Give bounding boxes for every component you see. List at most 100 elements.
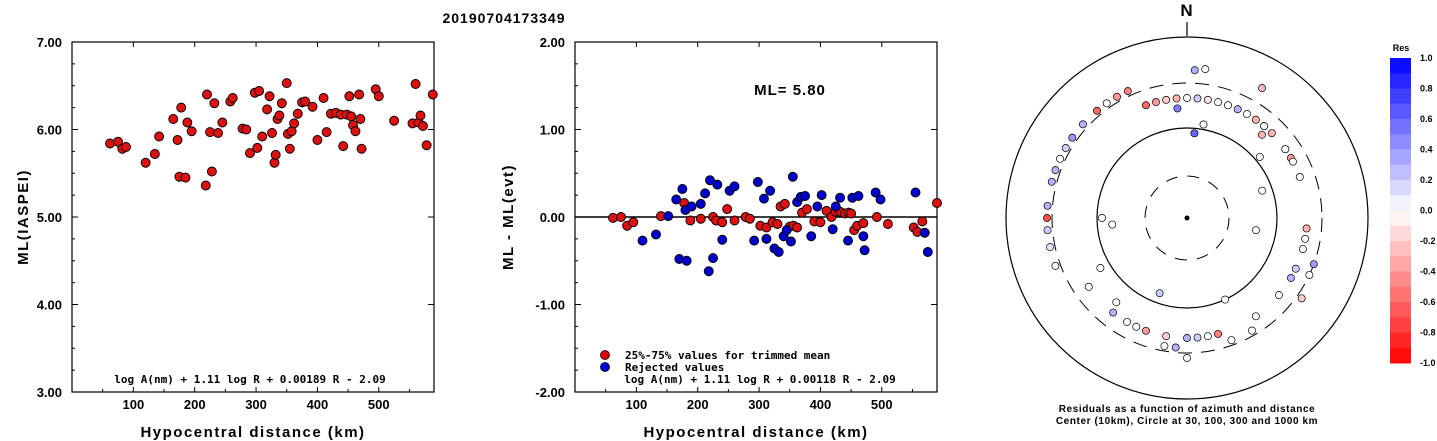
station-point	[1160, 342, 1169, 350]
rejected-data-point	[752, 177, 763, 187]
ml-iaspei-chart: 100 200 300 400 500 3.00 4.00 5.00 6.00 7.00 ML(I…	[15, 35, 438, 441]
station-point	[1298, 245, 1307, 254]
left-data-point	[140, 157, 151, 168]
left-data-point	[289, 118, 300, 129]
station-point	[1056, 154, 1065, 163]
left-data-point	[149, 149, 160, 159]
station-point	[1258, 84, 1266, 93]
left-data-point	[350, 126, 361, 137]
left-ytick-label: 5.00	[37, 210, 62, 225]
rejected-data-point	[922, 247, 933, 257]
left-data-point	[244, 148, 255, 159]
station-point	[1183, 94, 1191, 102]
left-data-point	[209, 98, 220, 109]
middle-ytick-label: 2.00	[540, 35, 565, 50]
colorbar-cells	[1390, 58, 1411, 364]
station-point	[1193, 333, 1202, 342]
rejected-data-point	[765, 185, 776, 196]
left-data-point	[355, 114, 366, 124]
station-point	[1201, 65, 1210, 74]
left-data-point	[154, 131, 165, 142]
left-data-point	[344, 91, 355, 102]
station-point	[1151, 98, 1160, 107]
station-point	[1251, 312, 1260, 321]
left-data-point	[267, 128, 277, 138]
rejected-data-point	[787, 171, 798, 182]
left-ytick-label: 6.00	[37, 123, 62, 138]
station-point	[1255, 152, 1264, 161]
trimmed-data-point	[628, 217, 639, 228]
left-points	[105, 78, 438, 191]
station-point	[1098, 214, 1106, 222]
middle-x-axis-label: Hypocentral distance (km)	[643, 424, 868, 441]
rejected-data-point	[663, 211, 674, 222]
station-point	[1171, 343, 1180, 352]
station-point	[1281, 145, 1290, 154]
rejected-data-point	[651, 229, 661, 240]
station-point	[1190, 129, 1199, 138]
left-x-axis-label: Hypocentral distance (km)	[140, 424, 365, 441]
colorbar-cell	[1390, 149, 1411, 166]
left-formula: log A(nm) + 1.11 log R + 0.00189 R - 2.0…	[114, 373, 386, 386]
colorbar-cell	[1390, 302, 1411, 318]
station-point	[1162, 95, 1171, 104]
rejected-data-point	[816, 190, 827, 201]
rejected-data-point	[703, 266, 714, 277]
rejected-data-point	[781, 225, 792, 236]
rejected-data-point	[870, 187, 881, 198]
station-point	[1267, 129, 1276, 138]
rejected-data-point	[761, 233, 772, 244]
rejected-data-point	[859, 245, 870, 256]
rejected-data-point	[712, 179, 723, 190]
left-data-point	[410, 79, 421, 89]
left-data-point	[202, 89, 212, 100]
rejected-data-point	[800, 191, 811, 201]
left-xtick-label: 100	[123, 397, 145, 412]
left-data-point	[274, 110, 285, 121]
colorbar-tick-label: 0.2	[1420, 175, 1433, 185]
colorbar-cell	[1390, 58, 1411, 74]
station-point	[1142, 101, 1150, 110]
left-data-point	[182, 117, 193, 128]
rejected-data-point	[875, 194, 886, 205]
trimmed-data-point	[801, 204, 812, 215]
left-xtick-label: 200	[184, 397, 206, 412]
station-point	[1289, 157, 1297, 166]
colorbar-tick-label: -0.6	[1420, 297, 1436, 307]
left-data-point	[276, 98, 287, 109]
legend-marker-rejected	[600, 362, 610, 372]
circle-100km	[1096, 127, 1278, 309]
trimmed-data-point	[932, 198, 942, 208]
rejected-data-point	[700, 188, 711, 199]
left-data-point	[121, 142, 131, 152]
left-ytick-label: 3.00	[37, 385, 62, 400]
left-data-point	[206, 166, 217, 177]
station-point	[1297, 294, 1306, 303]
left-data-point	[113, 136, 123, 147]
left-data-point	[213, 128, 223, 138]
station-point	[1084, 282, 1093, 291]
rejected-data-point	[705, 175, 715, 186]
station-point	[1051, 261, 1060, 270]
trimmed-data-point	[871, 212, 882, 222]
left-data-point	[180, 172, 191, 183]
left-ytick-label: 7.00	[37, 35, 62, 50]
station-points	[1043, 65, 1318, 362]
middle-xtick-label: 100	[626, 397, 648, 412]
left-data-point	[421, 140, 432, 151]
colorbar-cell	[1390, 332, 1411, 349]
station-point	[1043, 201, 1052, 210]
colorbar-cell	[1390, 317, 1411, 333]
middle-ytick-label: 0.00	[540, 210, 565, 225]
rejected-data-point	[637, 235, 648, 246]
rejected-data-point	[827, 224, 838, 235]
left-ticks: 100 200 300 400 500 3.00 4.00 5.00 6.00 7.00	[37, 35, 434, 412]
station-point	[1047, 177, 1056, 186]
colorbar-tick-label: 0.4	[1420, 145, 1433, 155]
station-point	[1190, 66, 1199, 75]
legend-label-trimmed: 25%-75% values for trimmed mean	[625, 349, 830, 362]
left-data-point	[318, 93, 329, 103]
azimuth-residual-plot: N Residuals as a function of azimuth and…	[1005, 1, 1369, 427]
center-point	[1184, 215, 1190, 221]
colorbar-cell	[1390, 256, 1411, 272]
